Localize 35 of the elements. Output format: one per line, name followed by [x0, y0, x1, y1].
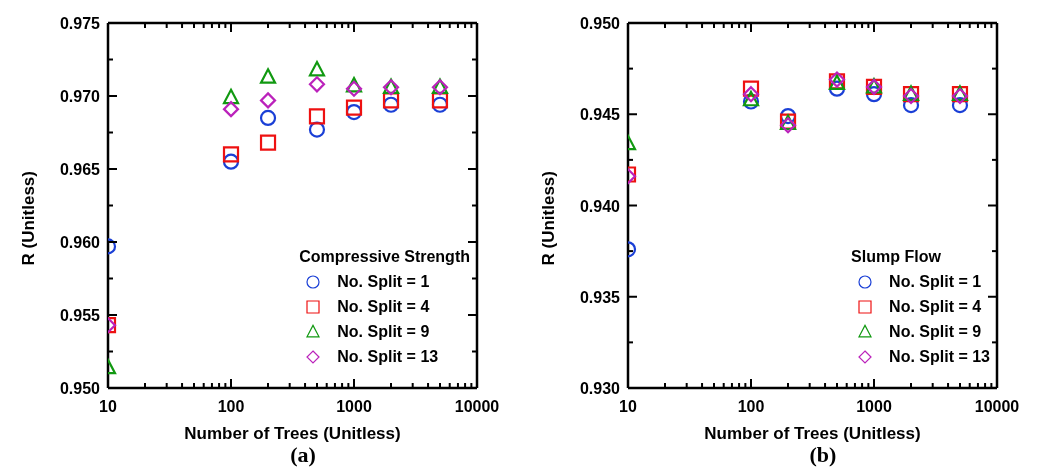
- y-tick-label: 0.945: [579, 106, 621, 124]
- legend-label: No. Split = 13: [889, 347, 990, 367]
- y-tick-label: 0.940: [579, 197, 621, 215]
- x-tick-label: 10000: [454, 398, 500, 415]
- x-axis-title: Number of Trees (Unitless): [184, 424, 401, 443]
- legend-label: No. Split = 9: [889, 322, 982, 342]
- y-tick-label: 0.960: [59, 234, 101, 251]
- y-tick-label: 0.975: [59, 15, 101, 32]
- x-tick-label: 10: [619, 398, 637, 415]
- x-tick-label: 100: [737, 398, 765, 415]
- y-tick-label: 0.965: [59, 161, 101, 178]
- x-tick-label: 1000: [856, 398, 892, 415]
- text: (b): [808, 442, 838, 468]
- y-tick-label: 0.970: [59, 88, 101, 105]
- text: (a): [289, 442, 317, 468]
- y-tick-label: 0.955: [59, 307, 101, 324]
- y-tick-label: 0.950: [579, 15, 621, 32]
- legend-title: Slump Flow: [851, 247, 942, 267]
- y-tick-label: 0.950: [59, 380, 101, 397]
- y-tick-label: 0.930: [579, 380, 621, 397]
- x-axis-title: Number of Trees (Unitless): [704, 424, 921, 443]
- legend-label: No. Split = 13: [337, 347, 439, 367]
- x-tick-label: 10: [99, 398, 117, 415]
- y-tick-label: 0.935: [579, 288, 621, 306]
- x-tick-label: 100: [217, 398, 245, 415]
- legend-label: No. Split = 9: [337, 322, 430, 342]
- legend-label: No. Split = 1: [889, 272, 982, 292]
- x-tick-label: 10000: [974, 398, 1020, 415]
- y-axis-title: R (Unitless): [539, 171, 559, 266]
- legend-label: No. Split = 4: [337, 297, 430, 317]
- legend-label: No. Split = 4: [889, 297, 982, 317]
- legend-title: Compressive Strength: [299, 247, 470, 267]
- x-tick-label: 1000: [336, 398, 372, 415]
- legend-label: No. Split = 1: [337, 272, 430, 292]
- y-axis-title: R (Unitless): [19, 171, 39, 266]
